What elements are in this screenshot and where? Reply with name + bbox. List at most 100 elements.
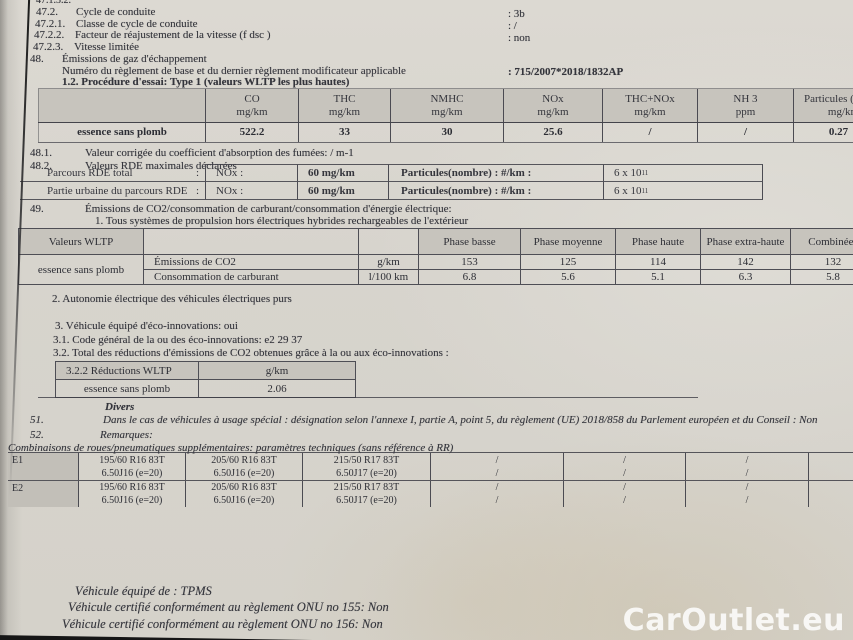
unit-cell: g/km <box>358 254 419 270</box>
unit-cell: l/100 km <box>358 269 419 285</box>
reductions-header: 3.2.2 Réductions WLTP <box>55 361 199 380</box>
pn-value: 6 x 10 11 <box>603 182 763 200</box>
emissions-table-row: essence sans plomb 522.2 33 30 25.6 / / … <box>38 123 853 143</box>
tyre-cell: / / <box>563 481 685 507</box>
parameter-label: Consommation de carburant <box>143 269 359 285</box>
wltp-table: Valeurs WLTP Phase basse Phase moyenne P… <box>18 228 853 285</box>
rim-size: 6.50J16 (e=20) <box>101 467 163 479</box>
tyre-size: / <box>745 482 749 493</box>
tyres-table: E1 195/60 R16 83T 6.50J16 (e=20) 205/60 R… <box>8 452 853 507</box>
tyre-size: / <box>495 482 499 493</box>
tyre-cell: 205/60 R16 83T 6.50J16 (e=20) <box>185 481 302 507</box>
rim-size: / <box>495 495 499 506</box>
tyre-cell: / / <box>430 481 563 507</box>
col-title: NOx <box>542 92 564 105</box>
value-cell: 6.3 <box>700 269 791 285</box>
rim-size: / <box>745 467 749 479</box>
cell-value: 522.2 <box>205 123 298 142</box>
tyre-size: / <box>623 454 626 466</box>
cell-value: 33 <box>298 123 390 142</box>
nox-label: NOx : <box>205 164 297 182</box>
section-label: Dans le cas de véhicules à usage spécial… <box>103 414 818 426</box>
section-number: 48. <box>30 53 44 65</box>
tyre-cell: 195/60 R16 83T 6.50J16 (e=20) <box>78 481 185 507</box>
tyre-size: 215/50 R17 83T <box>333 482 400 493</box>
section-number: 49. <box>30 203 44 215</box>
section-label: Remarques: <box>100 429 153 441</box>
tyre-size: 215/50 R17 83T <box>333 454 400 466</box>
rim-size: 6.50J17 (e=20) <box>336 467 397 479</box>
section-number: 47.1.3.2. <box>36 0 71 6</box>
wltp-empty-header <box>358 228 419 255</box>
section-value: : 3b <box>508 8 525 20</box>
rim-size: 6.50J16 (e=20) <box>101 495 163 506</box>
wheel-combos-caption: Combinaisons de roues/pneumatiques suppl… <box>8 442 454 454</box>
tyre-cell: 205/60 R16 83T 6.50J16 (e=20) <box>185 453 302 480</box>
tyre-size: 195/60 R16 83T <box>99 454 165 466</box>
section-number: 47.2. <box>36 6 58 18</box>
header-cell: NMHC mg/km <box>390 89 503 122</box>
tyre-row-label: E1 <box>8 453 78 480</box>
pn-value: 6 x 10 11 <box>603 164 763 182</box>
section-number: 52. <box>30 429 44 441</box>
equipment-line: Véhicule équipé de : TPMS <box>75 584 212 598</box>
col-title: THC <box>333 92 356 105</box>
pn-label: Particules(nombre) : #/km : <box>388 182 603 200</box>
section-number: 48.1. <box>30 147 52 159</box>
row-label: essence sans plomb <box>38 123 205 142</box>
note-line: 3.2. Total des réductions d'émissions de… <box>53 347 449 359</box>
col-unit: ppm <box>735 105 756 118</box>
col-title: Particules ( <box>804 92 853 105</box>
note-line: 2. Autonomie électrique des véhicules él… <box>52 293 292 305</box>
tyre-cell: / / <box>563 453 685 480</box>
section-label: Numéro du règlement de base et du dernie… <box>62 65 406 77</box>
watermark: CarOutlet.eu <box>622 603 845 638</box>
section-label: Facteur de réajustement de la vitesse (f… <box>75 29 271 41</box>
reductions-value: 2.06 <box>198 379 356 398</box>
col-unit: mg/km <box>431 105 463 118</box>
tyre-row-label: E2 <box>8 481 78 507</box>
cell-value: / <box>697 123 793 142</box>
rim-size: 6.50J16 (e=20) <box>213 495 275 506</box>
header-cell: THC mg/km <box>298 89 390 122</box>
tyre-cell: 215/50 R17 83T 6.50J17 (e=20) <box>302 481 430 507</box>
phase-header: Combinées <box>790 228 853 255</box>
cell-value: 30 <box>390 123 503 142</box>
value-cell: 132 <box>790 254 853 270</box>
phase-header: Phase haute <box>615 228 701 255</box>
section-label: Valeurs RDE maximales déclarées <box>85 160 237 172</box>
cell-value: 25.6 <box>503 123 602 142</box>
section-label: Cycle de conduite <box>76 6 156 18</box>
section-label: Émissions de gaz d'échappement <box>62 53 207 65</box>
divider-line <box>38 397 698 398</box>
pn-label: Particules(nombre) : #/km : <box>388 164 603 182</box>
value-cell: 5.6 <box>520 269 616 285</box>
value-cell: 6.8 <box>418 269 521 285</box>
nox-value: 60 mg/km <box>297 164 388 182</box>
tyre-row: E1 195/60 R16 83T 6.50J16 (e=20) 205/60 R… <box>8 453 853 480</box>
header-cell: NOx mg/km <box>503 89 602 122</box>
tyre-cell: / / <box>685 453 808 480</box>
parameter-label: Émissions de CO2 <box>143 254 359 270</box>
tyre-row: E2 195/60 R16 83T 6.50J16 (e=20) 205/60 R… <box>8 480 853 507</box>
tyre-size: / <box>745 454 749 466</box>
rde-row: Partie urbaine du parcours RDE: NOx : 60… <box>20 182 763 200</box>
col-unit: mg/km <box>537 105 569 118</box>
certification-line: Véhicule certifié conformément au règlem… <box>62 617 383 631</box>
test-procedure-caption: 1.2. Procédure d'essai: Type 1 (valeurs … <box>62 76 350 88</box>
wltp-empty-header <box>143 228 359 255</box>
section-value: : / <box>508 20 517 32</box>
header-cell: THC+NOx mg/km <box>602 89 697 122</box>
tyre-cell: / / <box>685 481 808 507</box>
rim-size: / <box>623 467 626 479</box>
nox-label: NOx : <box>205 182 297 200</box>
tyre-cell: 195/60 R16 83T 6.50J16 (e=20) <box>78 453 185 480</box>
rde-table: Parcours RDE total: NOx : 60 mg/km Parti… <box>20 164 763 200</box>
reductions-table: 3.2.2 Réductions WLTP g/km essence sans … <box>55 361 356 398</box>
reductions-unit: g/km <box>198 361 356 380</box>
colon: : <box>195 184 199 197</box>
header-cell: Particules (mg/km <box>793 89 853 122</box>
rde-row-label: Partie urbaine du parcours RDE: <box>20 182 205 200</box>
phase-header: Phase extra-haute <box>700 228 791 255</box>
header-cell <box>38 89 205 122</box>
